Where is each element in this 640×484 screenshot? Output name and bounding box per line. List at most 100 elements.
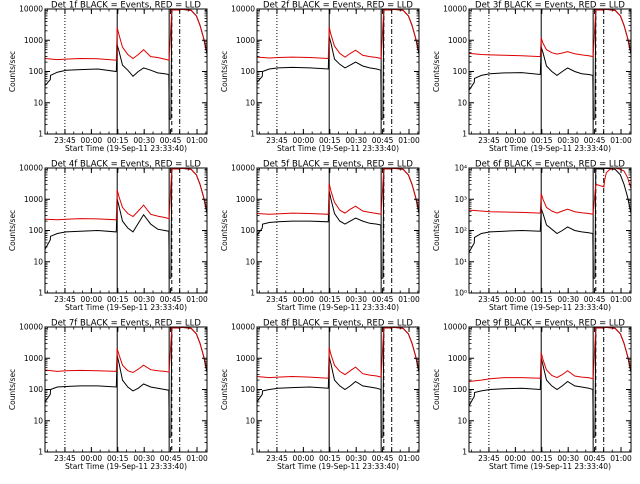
x-tick-label: 00:45 [372, 295, 394, 304]
x-tick-label: 23:45 [266, 454, 288, 463]
detector-panel-4: Det 4f BLACK = Events, RED = LLD 1 10 100 10… [8, 160, 208, 313]
x-tick-label: 00:15 [319, 454, 341, 463]
y-axis-label: Counts/sec [8, 210, 17, 251]
panel-title: Det 6f BLACK = Events, RED = LLD [475, 160, 625, 170]
x-tick-label: 00:00 [505, 136, 527, 145]
x-tick-label: 00:15 [107, 454, 129, 463]
x-tick-label: 01:00 [398, 136, 420, 145]
x-tick-label: 00:15 [107, 295, 129, 304]
series-line-lld [257, 327, 419, 379]
x-tick-label: 00:00 [505, 295, 527, 304]
panel-title: Det 5f BLACK = Events, RED = LLD [263, 160, 413, 170]
y-tick-label: 10000 [19, 5, 43, 14]
x-tick-label: 00:30 [345, 136, 367, 145]
x-tick-label: 01:00 [398, 454, 420, 463]
y-tick-label: 10 [457, 98, 467, 107]
series-line-lld [469, 327, 631, 382]
x-axis-label: Start Time (19-Sep-11 23:33:40) [277, 462, 399, 471]
x-tick-label: 00:15 [319, 295, 341, 304]
x-tick-label: 23:45 [478, 295, 500, 304]
plot-frame [256, 326, 420, 453]
plot-frame [468, 8, 632, 135]
series-line-events [45, 327, 207, 438]
detector-panel-8: Det 8f BLACK = Events, RED = LLD 1 10 100 10… [220, 319, 420, 472]
y-tick-label: 1000 [24, 354, 43, 363]
x-axis-label: Start Time (19-Sep-11 23:33:40) [489, 462, 611, 471]
y-tick-label: 1000 [24, 195, 43, 204]
x-tick-label: 23:45 [478, 454, 500, 463]
y-tick-label: 10³ [454, 195, 467, 204]
y-tick-label: 10 [33, 98, 43, 107]
series-line-events [469, 168, 631, 279]
detector-panel-2: Det 2f BLACK = Events, RED = LLD 1 10 100 10… [220, 1, 420, 154]
y-tick-label: 1 [38, 289, 43, 298]
y-tick-label: 1 [462, 130, 467, 139]
x-tick-label: 00:15 [531, 295, 553, 304]
x-tick-label: 00:15 [319, 136, 341, 145]
detector-panel-6: Det 6f BLACK = Events, RED = LLD 10⁰ 10¹ 10… [432, 160, 632, 313]
y-tick-label: 10 [33, 257, 43, 266]
x-tick-label: 23:45 [54, 136, 76, 145]
y-tick-label: 100 [241, 385, 256, 394]
y-tick-label: 10 [245, 98, 255, 107]
x-tick-label: 00:30 [345, 454, 367, 463]
y-tick-label: 100 [453, 385, 468, 394]
x-axis-label: Start Time (19-Sep-11 23:33:40) [489, 303, 611, 312]
y-tick-label: 10² [454, 226, 467, 235]
x-tick-label: 01:00 [610, 295, 632, 304]
y-tick-label: 1 [38, 448, 43, 457]
x-axis-label: Start Time (19-Sep-11 23:33:40) [277, 303, 399, 312]
plot-frame [44, 167, 208, 294]
y-tick-label: 10⁴ [454, 164, 467, 173]
panel-title: Det 3f BLACK = Events, RED = LLD [475, 1, 625, 11]
x-tick-label: 01:00 [610, 454, 632, 463]
y-tick-label: 100 [29, 226, 44, 235]
x-tick-label: 23:45 [266, 295, 288, 304]
x-axis-label: Start Time (19-Sep-11 23:33:40) [65, 303, 187, 312]
detector-panel-7: Det 7f BLACK = Events, RED = LLD 1 10 100 10… [8, 319, 208, 472]
plot-frame [44, 326, 208, 453]
y-axis-label: Counts/sec [220, 51, 229, 92]
plot-frame [256, 8, 420, 135]
x-tick-label: 00:45 [372, 136, 394, 145]
x-tick-label: 00:00 [293, 295, 315, 304]
y-tick-label: 10 [33, 416, 43, 425]
y-tick-label: 1000 [236, 195, 255, 204]
x-tick-label: 01:00 [186, 136, 208, 145]
y-axis-label: Counts/sec [432, 51, 441, 92]
y-tick-label: 1000 [448, 36, 467, 45]
panel-title: Det 4f BLACK = Events, RED = LLD [51, 160, 201, 170]
x-tick-label: 00:30 [557, 136, 579, 145]
detector-panel-3: Det 3f BLACK = Events, RED = LLD 1 10 100 10… [432, 1, 632, 154]
x-tick-label: 23:45 [54, 454, 76, 463]
x-tick-label: 00:15 [531, 136, 553, 145]
y-tick-label: 1000 [236, 36, 255, 45]
x-tick-label: 01:00 [398, 295, 420, 304]
x-tick-label: 23:45 [54, 295, 76, 304]
panel-title: Det 8f BLACK = Events, RED = LLD [263, 319, 413, 329]
x-tick-label: 23:45 [478, 136, 500, 145]
series-line-lld [45, 327, 207, 374]
plot-frame [468, 167, 632, 294]
x-tick-label: 00:15 [531, 454, 553, 463]
y-axis-label: Counts/sec [220, 369, 229, 410]
series-line-lld [45, 9, 207, 61]
y-axis-label: Counts/sec [220, 210, 229, 251]
series-line-lld [257, 168, 419, 215]
x-tick-label: 00:00 [81, 454, 103, 463]
detector-panel-9: Det 9f BLACK = Events, RED = LLD 1 10 100 10… [432, 319, 632, 472]
x-tick-label: 00:00 [81, 295, 103, 304]
y-tick-label: 10000 [19, 323, 43, 332]
y-tick-label: 1000 [448, 354, 467, 363]
x-tick-label: 00:45 [160, 295, 182, 304]
y-tick-label: 10000 [231, 5, 255, 14]
x-axis-label: Start Time (19-Sep-11 23:33:40) [489, 144, 611, 153]
y-tick-label: 100 [29, 67, 44, 76]
plot-frame [256, 167, 420, 294]
y-tick-label: 100 [241, 67, 256, 76]
y-tick-label: 1 [250, 448, 255, 457]
series-line-events [257, 168, 419, 279]
panel-title: Det 9f BLACK = Events, RED = LLD [475, 319, 625, 329]
detector-panel-1: Det 1f BLACK = Events, RED = LLD 1 10 100 10… [8, 1, 208, 154]
y-tick-label: 1 [462, 448, 467, 457]
